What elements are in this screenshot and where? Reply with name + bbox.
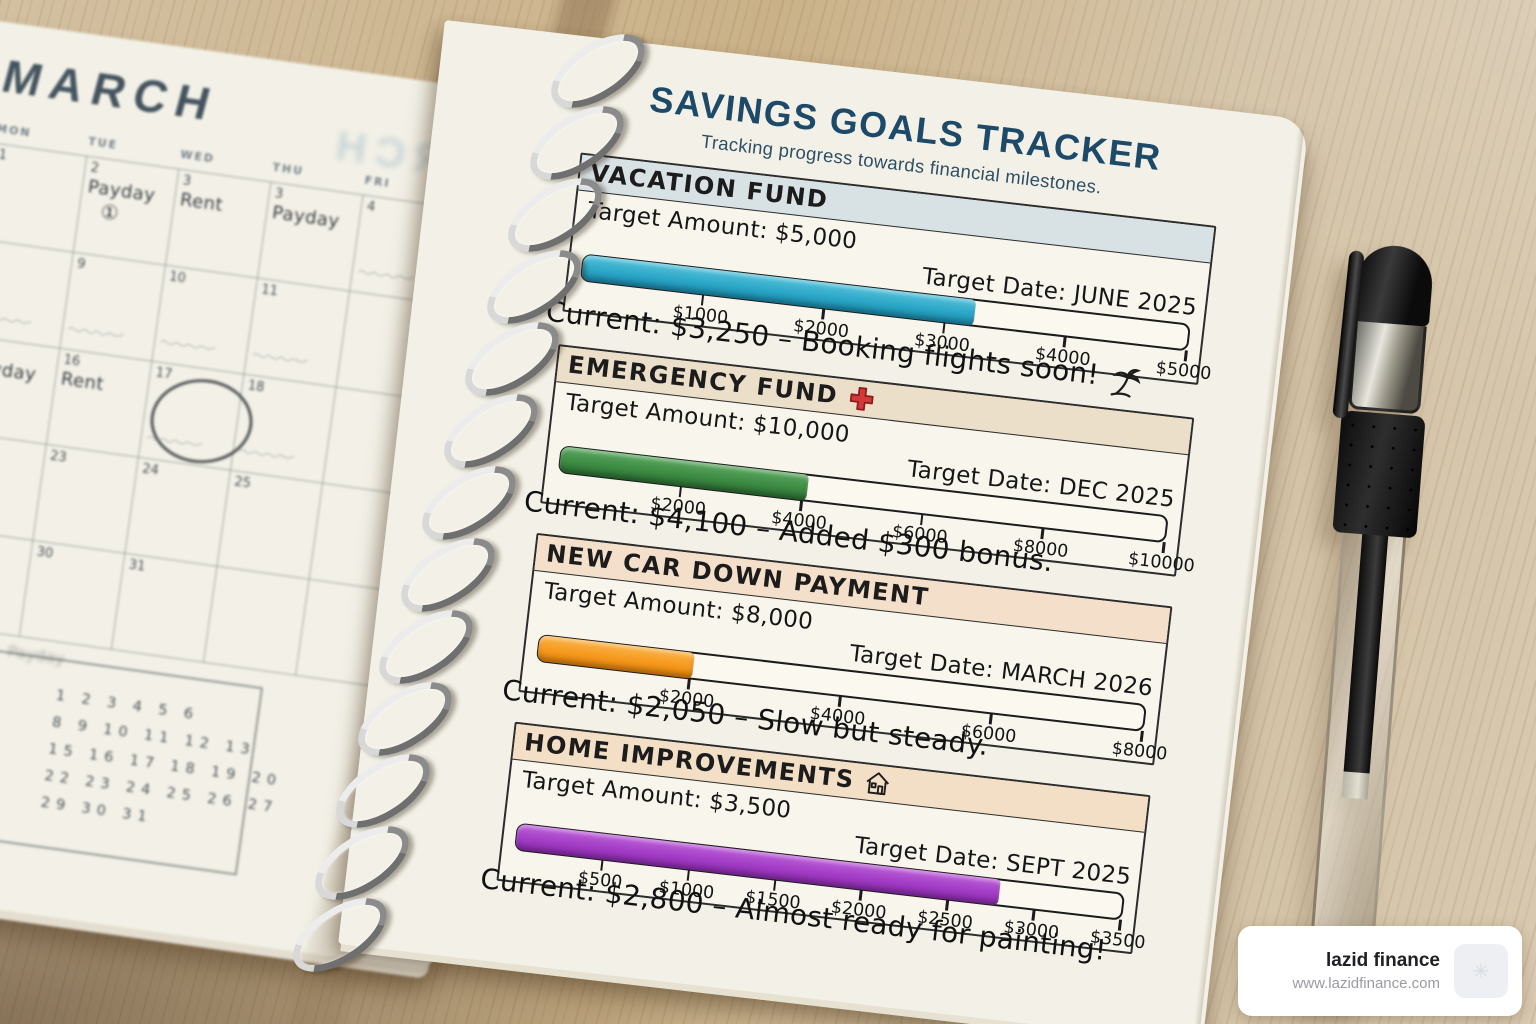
tick-mark [821,308,826,320]
tick-mark [700,294,705,306]
pencil-scribble [355,263,415,291]
pencil-scribble [144,430,204,458]
calendar-cell: 16 Rent [46,348,153,458]
tick-mark [799,500,803,512]
calendar-cell: 25 [217,470,323,580]
tick-mark [772,879,777,891]
mini-calendar-handwritten-note: Payday [6,641,67,669]
tick-mark [678,486,683,498]
calendar-cell: 1 [0,143,88,253]
tick-mark [1117,919,1122,931]
pen-cap [1352,243,1435,327]
tick-mark [1031,909,1036,921]
calendar-cell: 23 [33,444,139,554]
tick-mark [1062,336,1067,348]
day-number: 1 [0,147,8,164]
pencil-scribble [236,443,296,471]
calendar-left-page: MARCH MARCH MONTUEWEDTHUFRISAT 12Payday①… [0,10,554,971]
calendar-cell: 24 [125,457,231,567]
progress-fill [536,634,695,679]
watermark-card: lazid finance www.lazidfinance.com ✳ [1238,926,1522,1016]
calendar-cell: 3 Rent [165,169,272,279]
pen-barrel [1307,532,1407,975]
tick-mark [988,713,993,725]
calendar-cell: 31 [111,553,218,663]
calendar-cell: 3 Payday [257,182,364,292]
calendar-cell: 30 [19,540,126,650]
day-header-mon: MON [0,121,33,140]
watermark-brand: lazid finance [1325,950,1440,971]
watermark-url: www.lazidfinance.com [1292,975,1440,992]
pencil-scribble [158,334,218,362]
pen-ink-cartridge [1343,534,1389,774]
pen-grip [1332,410,1426,539]
tick-mark [686,678,691,690]
goal-card: HOME IMPROVEMENTS Target Amount: $3,500 Ta… [496,721,1151,955]
calendar-cell [203,566,310,676]
pencil-scribble [0,308,34,336]
watermark-logo: ✳ [1454,944,1508,998]
day-header-tue: TUE [87,134,119,152]
tracker-right-page: SAVINGS GOALS TRACKER Tracking progress … [338,20,1310,1024]
tick-mark [942,322,946,334]
goals-list: VACATION FUND Target Amount: $5,000 Target… [479,152,1217,970]
calendar-cell: 18 [230,374,337,484]
calendar-grid: 12Payday①3Rent3Payday489101115Payday16Re… [0,142,549,702]
tick-mark [945,899,949,911]
tick-mark [858,889,863,901]
tick-mark [1183,350,1188,362]
tick-mark [1139,730,1144,742]
tick-mark [919,514,924,526]
pencil-scribble [65,321,125,349]
calendar-content: MARCH MARCH MONTUEWEDTHUFRISAT 12Payday①… [0,49,562,906]
tick-mark [837,695,842,707]
red-cross-icon [846,383,876,413]
palm-tree-icon [1106,362,1146,402]
calendar-cell: 2 Payday ① [73,156,180,266]
calendar-cell: 17 [138,361,254,471]
pencil-scribble [250,347,310,375]
calendar-cell: 10 [152,265,258,375]
goal-header: HOME IMPROVEMENTS [512,723,1149,833]
current-note: Current: $3,250 – Booking flights soon! [544,293,1200,404]
calendar-cell: 9 [60,252,166,362]
calendar-cell: 4 [349,195,456,305]
house-icon [863,768,893,798]
calendar-cell: 11 [244,278,350,388]
tick-mark [1040,527,1045,540]
pen-cap-window [1348,320,1427,415]
goal-header: EMERGENCY FUND [556,346,1193,456]
calendar-cell: 8 [0,239,74,349]
goal-card: EMERGENCY FUND Target Amount: $10,000 Targ… [540,344,1196,577]
tick-mark [686,869,691,881]
tick-mark [1161,541,1166,554]
tick-mark [600,859,604,871]
